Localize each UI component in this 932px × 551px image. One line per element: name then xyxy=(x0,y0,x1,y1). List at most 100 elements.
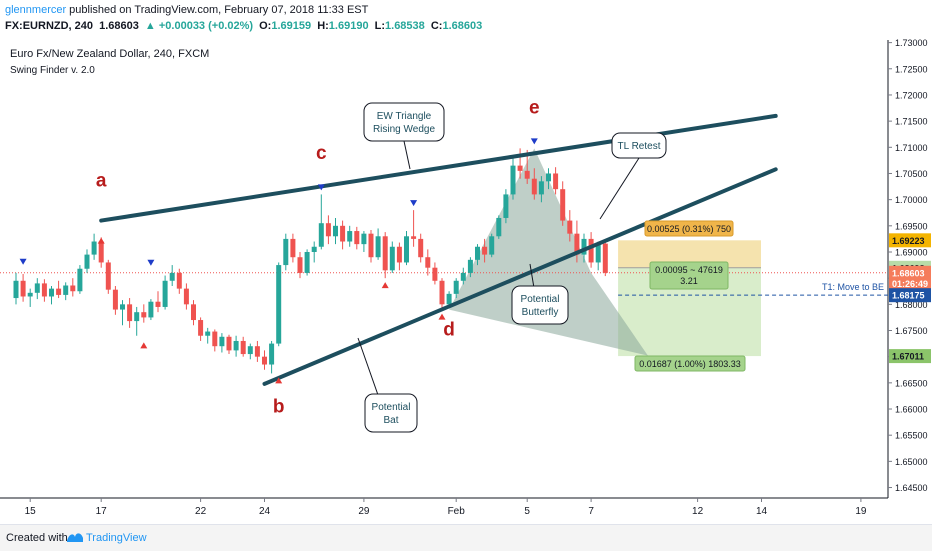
candle-body xyxy=(375,236,381,258)
candle-body xyxy=(226,336,232,351)
y-tick-label: 1.66500 xyxy=(895,378,928,388)
candle xyxy=(489,233,495,258)
candle-body xyxy=(162,280,168,307)
candle xyxy=(354,226,360,250)
candle-body xyxy=(120,304,125,310)
candle xyxy=(226,334,232,355)
candle-body xyxy=(41,283,47,297)
candle xyxy=(34,278,40,300)
candle-body xyxy=(496,217,502,237)
trendline-upper xyxy=(99,113,778,223)
x-tick-label: 14 xyxy=(756,506,768,517)
price-tag-box xyxy=(889,276,931,291)
pill-text: 0.01687 (1.00%) 1803.33 xyxy=(639,359,741,369)
x-tick-label: 12 xyxy=(692,506,704,517)
candle xyxy=(212,329,218,352)
trendline-lower xyxy=(262,167,778,386)
price-tag-box xyxy=(889,288,931,303)
candle-body xyxy=(105,262,111,290)
y-tick-label: 1.71500 xyxy=(895,117,928,127)
candle-body xyxy=(49,288,54,297)
pill-text: 0.00095 ~ 47619 xyxy=(655,265,723,275)
candle-body xyxy=(318,223,324,247)
candle xyxy=(318,194,324,250)
y-tick-label: 1.69500 xyxy=(895,221,928,231)
candle-body xyxy=(595,243,601,263)
candle-body xyxy=(482,246,488,255)
candle xyxy=(297,251,303,279)
candle-body xyxy=(333,225,338,237)
candle-body xyxy=(70,285,76,292)
wave-label-b: b xyxy=(273,397,285,418)
candle-body xyxy=(354,231,360,245)
candle xyxy=(347,225,353,247)
candle xyxy=(496,215,502,239)
candle xyxy=(460,267,466,285)
candle-body xyxy=(183,288,189,305)
candle-body xyxy=(581,238,587,255)
candle-body xyxy=(510,165,516,195)
candle xyxy=(467,257,473,278)
publisher-username[interactable]: glennmercer xyxy=(5,4,67,16)
pill-box xyxy=(634,355,746,372)
candle xyxy=(77,265,83,294)
symbol-name[interactable]: FX:EURNZD, 240 xyxy=(5,20,94,32)
callout-box xyxy=(363,102,445,142)
candle xyxy=(482,238,488,263)
footer-bar: Created with TradingView xyxy=(0,524,932,551)
candle xyxy=(553,167,559,195)
price-tag-box xyxy=(889,233,931,248)
candle xyxy=(595,241,601,271)
candle-body xyxy=(404,236,409,263)
candle xyxy=(20,273,26,302)
candle-body xyxy=(269,343,275,365)
swing-marker xyxy=(317,184,325,191)
candle xyxy=(283,233,289,271)
candle-body xyxy=(155,301,161,307)
x-tick-label: 29 xyxy=(358,506,370,517)
candle xyxy=(517,148,523,179)
candle xyxy=(382,232,388,279)
candle-body xyxy=(191,304,196,321)
tradingview-brand-link[interactable]: TradingView xyxy=(86,532,147,544)
candle-body xyxy=(602,243,608,273)
swing-marker xyxy=(438,313,446,320)
candle-body xyxy=(475,246,480,260)
open-value: 1.69159 xyxy=(271,20,312,32)
y-tick-label: 1.65000 xyxy=(895,457,928,467)
candle xyxy=(148,299,154,321)
candle xyxy=(191,300,196,326)
candle-body xyxy=(531,178,537,195)
candle-body xyxy=(219,336,225,347)
candle-body xyxy=(212,331,218,347)
candle-body xyxy=(297,257,303,273)
candle-body xyxy=(396,246,402,263)
candle xyxy=(205,327,211,344)
price-tag-box xyxy=(889,349,931,364)
callout-text: Butterfly xyxy=(522,307,559,318)
swing-marker xyxy=(275,377,283,384)
callout-pointer xyxy=(403,140,411,170)
tradingview-logo-icon[interactable] xyxy=(66,530,84,549)
callout-text: TL Retest xyxy=(618,141,661,152)
price-tag: 1.68175 xyxy=(889,288,931,303)
candle-body xyxy=(56,288,62,295)
candle xyxy=(531,168,537,200)
candle-body xyxy=(361,233,367,245)
candle-body xyxy=(347,231,353,242)
callout-text: Potential xyxy=(372,402,411,413)
y-tick-label: 1.66000 xyxy=(895,405,928,415)
swing-marker xyxy=(19,258,27,265)
candle xyxy=(510,157,516,200)
candle xyxy=(602,242,608,277)
candle-body xyxy=(546,173,551,182)
candle-body xyxy=(84,254,90,269)
candle xyxy=(425,249,431,276)
candle-body xyxy=(283,238,289,266)
candle xyxy=(546,168,551,190)
candle xyxy=(262,350,267,370)
candle xyxy=(105,259,111,294)
x-tick-label: 17 xyxy=(96,506,108,517)
